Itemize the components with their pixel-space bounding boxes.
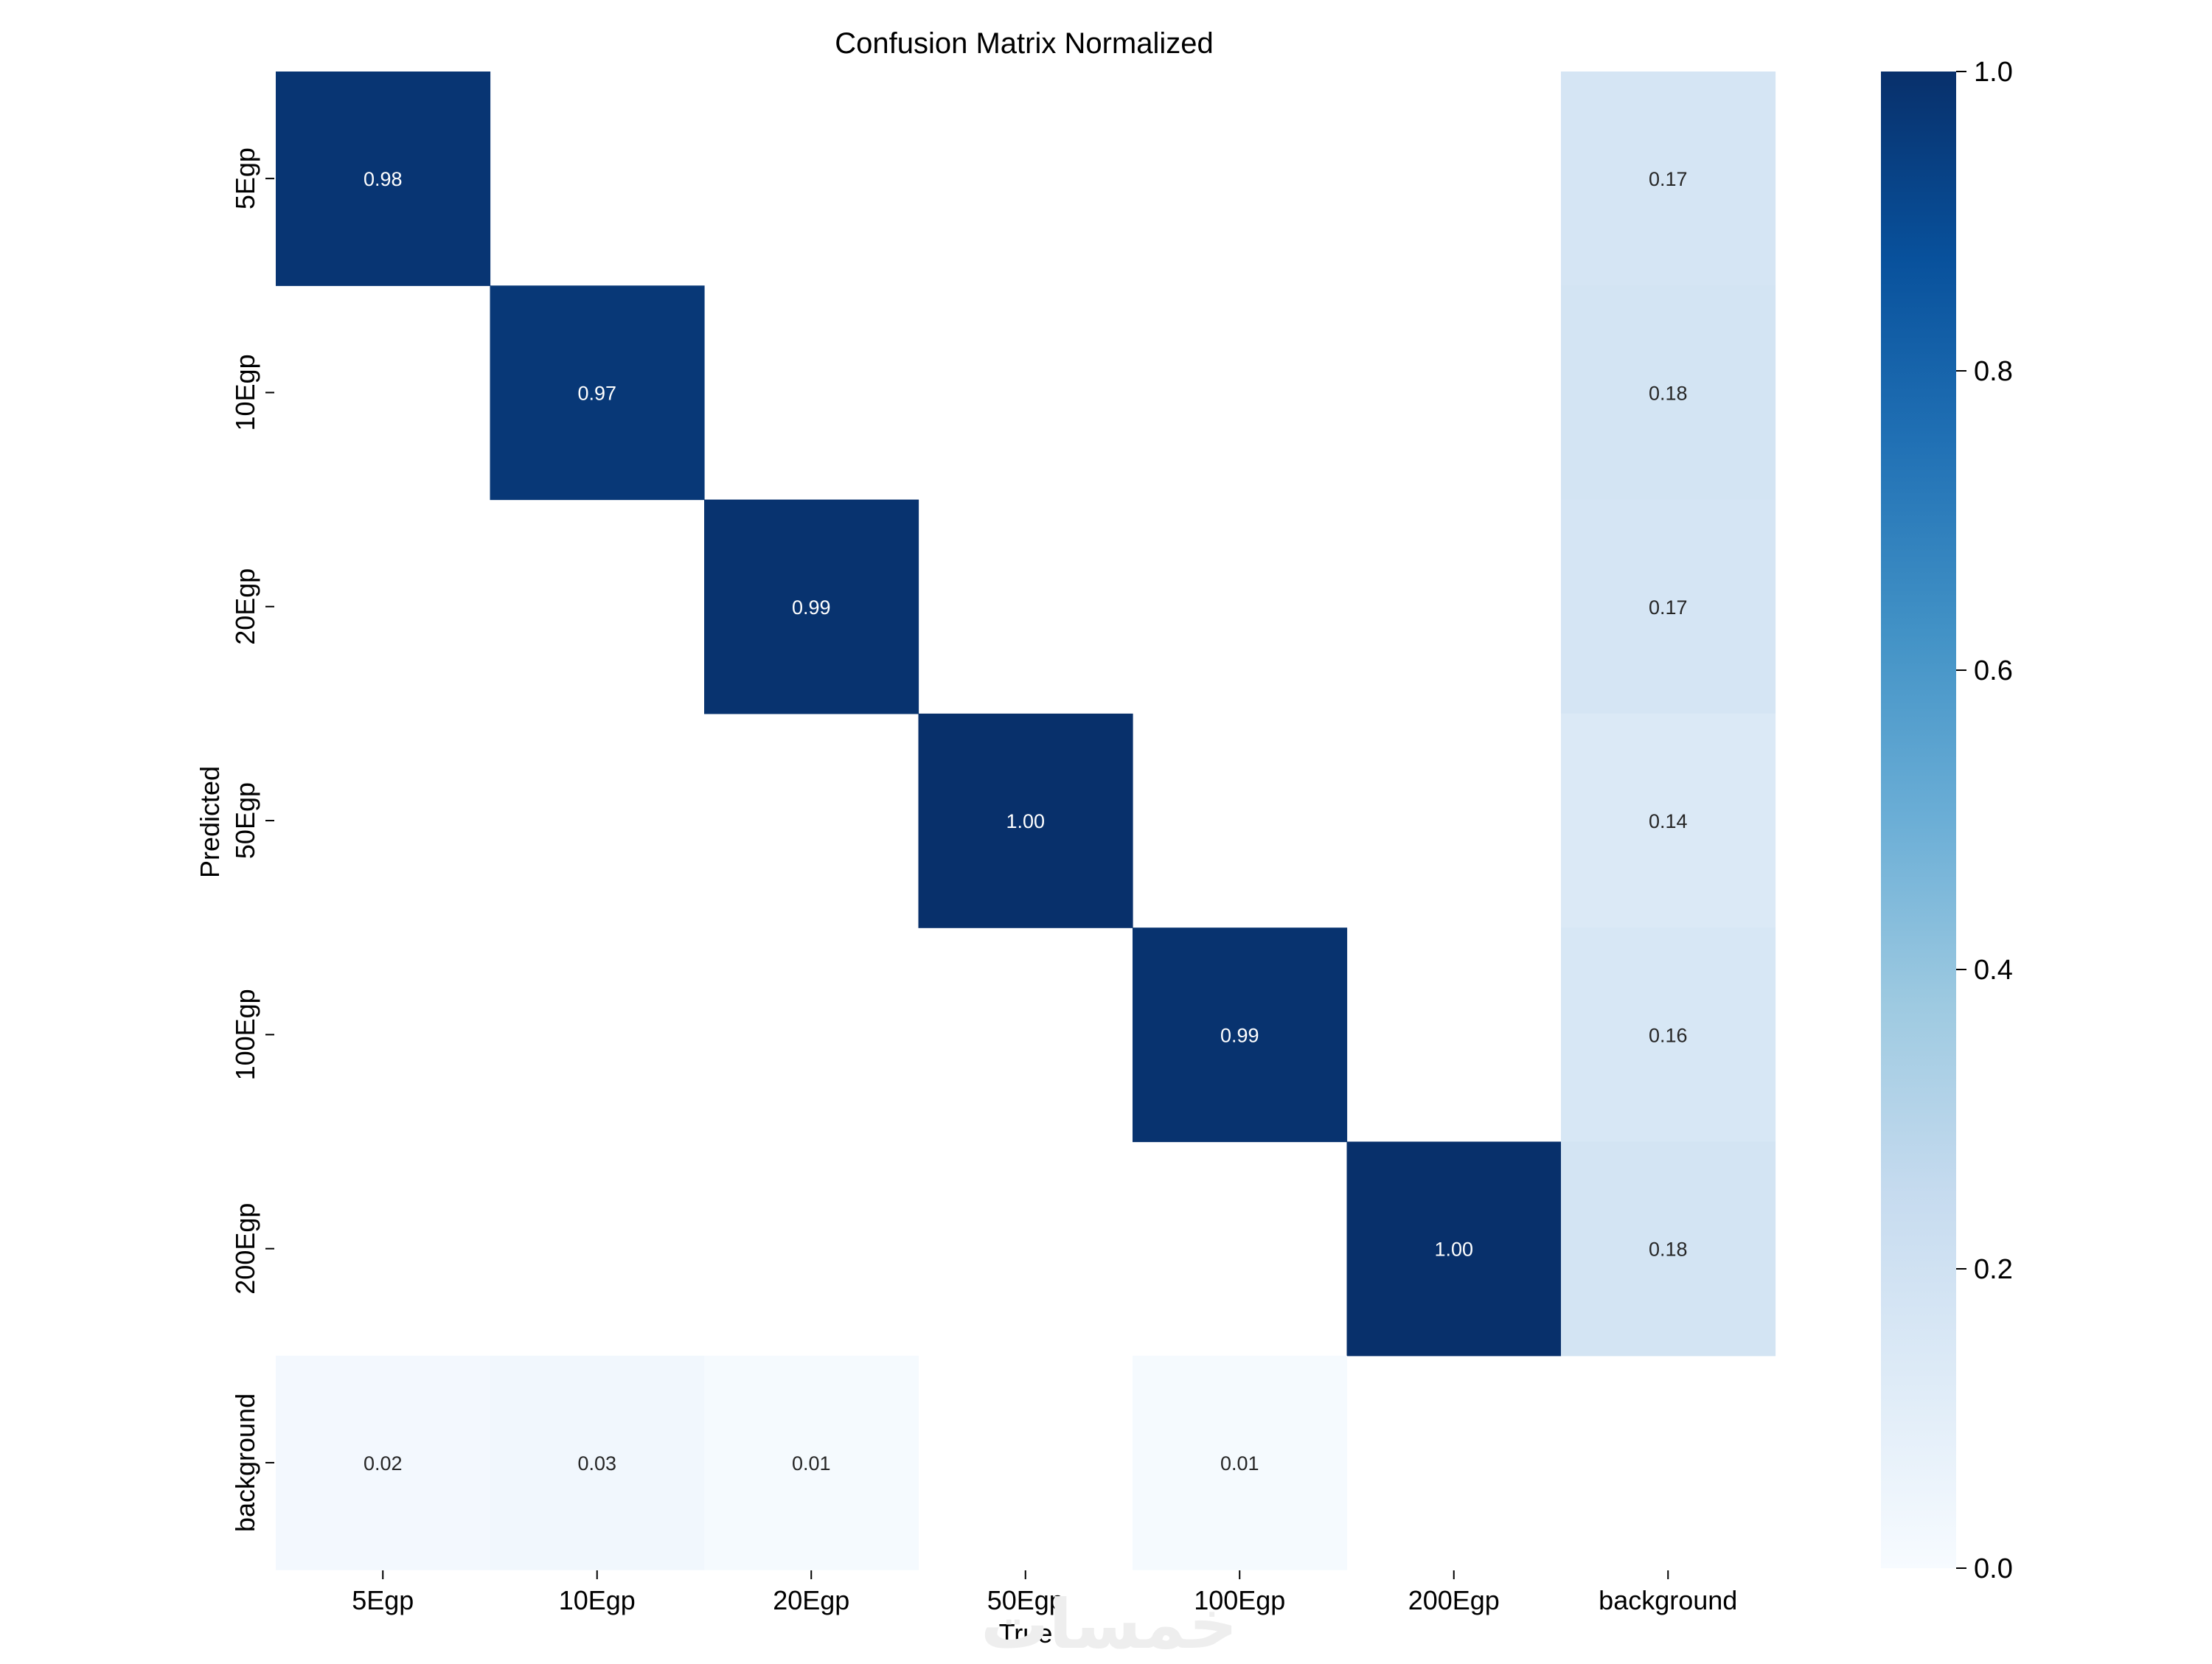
x-tick-label: background	[1599, 1585, 1737, 1615]
heatmap-cell	[1346, 1141, 1562, 1357]
cell-value-label: 0.01	[1220, 1452, 1259, 1475]
heatmap-cell	[704, 1355, 919, 1570]
cell-value-label: 0.17	[1649, 596, 1688, 619]
colorbar-tick-label: 0.6	[1974, 655, 2013, 686]
heatmap-cell	[1561, 285, 1776, 501]
x-axis-label: True	[999, 1618, 1053, 1649]
colorbar-tick-label: 0.0	[1974, 1553, 2013, 1584]
y-tick-label: 10Egp	[230, 354, 260, 431]
x-tick-label: 50Egp	[987, 1585, 1064, 1615]
y-tick-label: 200Egp	[230, 1203, 260, 1295]
heatmap-cell	[704, 499, 919, 714]
cell-value-label: 0.02	[364, 1452, 403, 1475]
colorbar-tick-label: 1.0	[1974, 57, 2013, 88]
x-axis: 5Egp 10Egp 20Egp 50Egp 100Egp 200Egp backgroun…	[352, 1570, 1737, 1615]
colorbar-tick-label: 0.4	[1974, 955, 2013, 986]
cell-value-label: 0.18	[1649, 1239, 1688, 1261]
y-tick-label: background	[230, 1393, 260, 1532]
cell-value-label: 0.99	[1220, 1024, 1259, 1046]
x-tick-label: 20Egp	[773, 1585, 849, 1615]
y-tick-label: 20Egp	[230, 568, 260, 645]
cell-value-label: 0.98	[364, 168, 403, 190]
heatmap-cell	[1561, 499, 1776, 714]
watermark-logo: خمسات	[981, 1585, 1238, 1664]
y-tick-label: 100Egp	[230, 989, 260, 1080]
cell-value-label: 0.01	[792, 1452, 831, 1475]
cell-value-label: 0.17	[1649, 168, 1688, 190]
heatmap-cell	[1561, 927, 1776, 1143]
heatmap-cell	[1561, 713, 1776, 928]
cell-value-label: 1.00	[1006, 810, 1045, 832]
heatmap-cell	[276, 1355, 491, 1570]
heatmap-cells	[276, 72, 1776, 1570]
y-axis: 5Egp 10Egp 20Egp 50Egp 100Egp 200Egp backgroun…	[230, 147, 274, 1532]
heatmap-cell	[1561, 72, 1776, 286]
colorbar-tick-label: 0.2	[1974, 1254, 2013, 1285]
x-tick-label: 10Egp	[559, 1585, 636, 1615]
cell-value-labels: 0.98 0.17 0.97 0.18 0.99 0.17 1.00 0.14 0.99 0.16…	[364, 168, 1688, 1475]
y-tick-label: 50Egp	[230, 782, 260, 859]
y-axis-label: Predicted	[195, 766, 225, 878]
colorbar-tick-label: 0.8	[1974, 356, 2013, 387]
heatmap-cell	[490, 1355, 705, 1570]
x-tick-label: 5Egp	[352, 1585, 414, 1615]
colorbar	[1881, 72, 1956, 1568]
cell-value-label: 0.16	[1649, 1024, 1688, 1046]
cell-value-label: 0.99	[792, 596, 831, 619]
cell-value-label: 0.03	[577, 1452, 616, 1475]
cell-value-label: 0.14	[1649, 810, 1688, 832]
cell-value-label: 0.18	[1649, 382, 1688, 404]
heatmap-cell	[1561, 1141, 1776, 1357]
colorbar-ticks: 0.0 0.2 0.4 0.6 0.8 1.0	[1956, 57, 2013, 1584]
heatmap-cell	[1133, 1355, 1348, 1570]
chart-title: Confusion Matrix Normalized	[835, 27, 1214, 60]
x-tick-label: 200Egp	[1408, 1585, 1500, 1615]
y-tick-label: 5Egp	[230, 147, 260, 209]
cell-value-label: 0.97	[577, 382, 616, 404]
heatmap-cell	[490, 285, 705, 501]
heatmap-cell	[918, 713, 1133, 928]
cell-value-label: 1.00	[1434, 1239, 1473, 1261]
heatmap-cell	[1133, 927, 1348, 1143]
heatmap-cell	[276, 72, 491, 286]
x-tick-label: 100Egp	[1194, 1585, 1285, 1615]
